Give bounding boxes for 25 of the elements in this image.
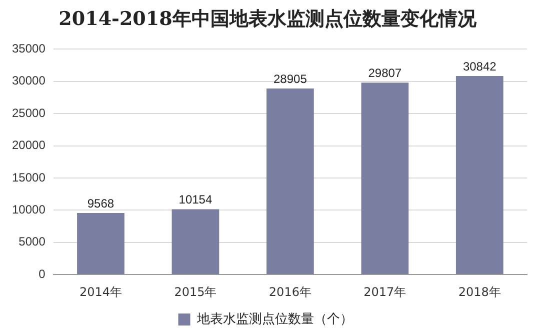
y-tick-label: 25000 bbox=[12, 106, 46, 120]
bar bbox=[456, 76, 504, 274]
data-label: 30842 bbox=[462, 59, 497, 74]
y-tick-label: 20000 bbox=[12, 138, 46, 152]
y-tick-label: 35000 bbox=[12, 42, 46, 56]
y-tick-label: 5000 bbox=[18, 234, 46, 249]
bar bbox=[77, 212, 124, 274]
data-label: 9568 bbox=[87, 196, 114, 210]
data-label: 28905 bbox=[273, 72, 308, 86]
bar bbox=[172, 209, 220, 274]
y-tick-label: 15000 bbox=[12, 170, 46, 184]
x-tick-label: 2018年 bbox=[458, 284, 501, 299]
x-tick-label: 2014年 bbox=[79, 284, 122, 299]
x-tick-label: 2015年 bbox=[174, 284, 217, 299]
bar bbox=[266, 88, 314, 274]
x-tick-label: 2016年 bbox=[268, 284, 312, 299]
x-tick-label: 2017年 bbox=[364, 284, 406, 299]
legend-label: 地表水监测点位数量（个） bbox=[196, 312, 353, 327]
y-tick-label: 30000 bbox=[12, 74, 46, 88]
bar bbox=[361, 82, 409, 274]
y-tick-label: 0 bbox=[38, 266, 46, 281]
data-label: 29807 bbox=[368, 66, 402, 80]
chart-title: 2014-2018年中国地表水监测点位数量变化情况 bbox=[58, 7, 478, 32]
y-tick-label: 10000 bbox=[12, 202, 46, 217]
data-label: 10154 bbox=[178, 192, 212, 207]
